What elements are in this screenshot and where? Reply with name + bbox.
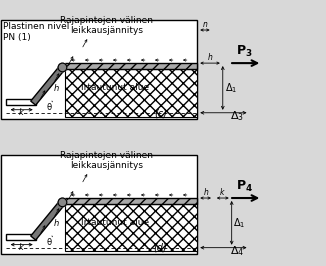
Text: (c): (c)	[154, 108, 167, 118]
Text: Plastinen nivel
PN (1): Plastinen nivel PN (1)	[3, 22, 69, 43]
Text: θ: θ	[46, 238, 52, 247]
Polygon shape	[65, 198, 197, 204]
Bar	[1, 20, 197, 119]
Text: k: k	[19, 243, 23, 252]
Circle shape	[58, 198, 67, 207]
Text: $\Delta_3$: $\Delta_3$	[230, 109, 244, 123]
Bar	[1, 155, 197, 254]
Text: θ: θ	[46, 103, 52, 112]
Text: Rajapintojen välinen
leikkausjännitys: Rajapintojen välinen leikkausjännitys	[60, 16, 154, 35]
Polygon shape	[7, 234, 36, 240]
Polygon shape	[7, 99, 36, 105]
Text: k: k	[220, 188, 224, 197]
Text: h: h	[208, 53, 213, 62]
Text: Irtautunut alue: Irtautunut alue	[81, 218, 149, 227]
Text: $\Delta_1$: $\Delta_1$	[225, 81, 237, 95]
Text: (d): (d)	[154, 243, 167, 253]
Text: h: h	[54, 84, 59, 93]
Text: $\Delta_1$: $\Delta_1$	[233, 216, 246, 230]
Text: h: h	[203, 188, 208, 197]
Polygon shape	[31, 65, 65, 105]
Polygon shape	[31, 200, 65, 240]
Circle shape	[58, 63, 67, 72]
Text: n: n	[202, 20, 207, 29]
Text: k: k	[19, 108, 23, 117]
Text: Irtautunut alue: Irtautunut alue	[81, 83, 149, 92]
Text: $\Delta_4$: $\Delta_4$	[230, 244, 244, 258]
Text: Rajapintojen välinen
leikkausjännitys: Rajapintojen välinen leikkausjännitys	[60, 151, 154, 170]
Text: $\mathbf{P_3}$: $\mathbf{P_3}$	[236, 44, 253, 59]
Text: $\mathbf{P_4}$: $\mathbf{P_4}$	[236, 179, 253, 194]
Polygon shape	[65, 63, 197, 69]
Text: h: h	[54, 219, 59, 228]
Polygon shape	[65, 69, 197, 117]
Polygon shape	[65, 204, 197, 251]
